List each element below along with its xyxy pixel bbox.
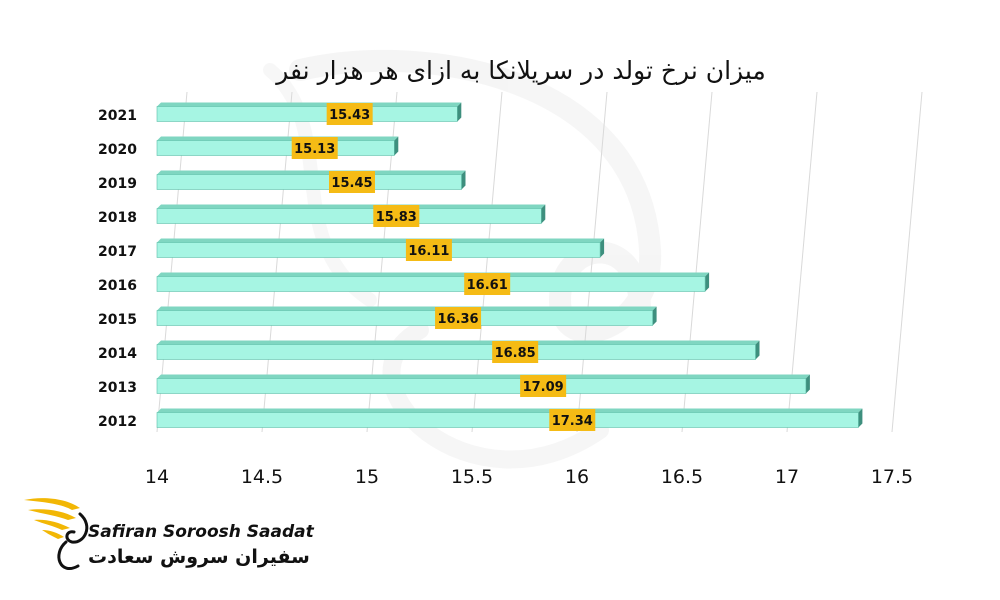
bar-top-face bbox=[157, 238, 605, 243]
bar-side-face bbox=[705, 272, 710, 292]
data-label-box bbox=[464, 273, 511, 295]
bar bbox=[156, 208, 542, 224]
bar-side-face bbox=[394, 136, 399, 156]
data-label: 16.61 bbox=[467, 278, 508, 293]
bar-top-face bbox=[157, 272, 710, 277]
y-axis-label: 2020 bbox=[98, 142, 137, 158]
x-tick-label: 14.5 bbox=[241, 466, 283, 488]
data-label: 16.36 bbox=[437, 312, 478, 327]
y-axis-label: 2015 bbox=[98, 312, 137, 328]
chart-title: میزان نرخ تولد در سریلانکا به ازای هر هز… bbox=[274, 56, 766, 85]
data-label: 17.09 bbox=[523, 380, 564, 395]
bar bbox=[156, 344, 756, 360]
y-axis-label: 2014 bbox=[98, 346, 137, 362]
bar bbox=[156, 412, 859, 428]
brand-logo: Safiran Soroosh Saadat سفیران سروش سعادت bbox=[22, 492, 314, 582]
data-label: 15.13 bbox=[294, 142, 335, 157]
bar-top-face bbox=[157, 374, 810, 379]
bar-side-face bbox=[858, 408, 863, 428]
bars bbox=[156, 102, 863, 428]
data-label-box bbox=[326, 103, 373, 125]
data-label-box bbox=[520, 375, 567, 397]
data-label: 15.43 bbox=[329, 108, 370, 123]
winged-swirl-logo-icon bbox=[24, 498, 89, 570]
data-label-box bbox=[549, 409, 596, 431]
bar bbox=[156, 106, 458, 122]
data-label-box bbox=[492, 341, 539, 363]
bar-top-face bbox=[157, 170, 466, 175]
bar-top-face bbox=[157, 204, 546, 209]
x-tick-label: 15.5 bbox=[451, 466, 493, 488]
data-label-box bbox=[328, 171, 375, 193]
y-axis-labels: 2021 2020 2019 2018 2017 2016 2015 2014 2013 2012 bbox=[98, 108, 137, 430]
gridline bbox=[891, 91, 923, 433]
brand-name-english: Safiran Soroosh Saadat bbox=[88, 522, 314, 542]
y-axis-label: 2017 bbox=[98, 244, 137, 260]
y-axis-label: 2012 bbox=[98, 414, 137, 430]
x-tick-label: 14 bbox=[145, 466, 169, 488]
bar-side-face bbox=[461, 170, 466, 190]
x-tick-label: 17.5 bbox=[871, 466, 913, 488]
bar-top-face bbox=[157, 136, 399, 141]
bar bbox=[156, 276, 706, 292]
data-label-box bbox=[291, 137, 338, 159]
bar-top-face bbox=[157, 408, 863, 413]
data-label-box bbox=[435, 307, 482, 329]
bar-side-face bbox=[652, 306, 657, 326]
data-labels: 15.43 15.13 15.45 15.83 16.11 16.61 16.36 16.85… bbox=[291, 103, 596, 431]
bar-top-face bbox=[157, 102, 462, 107]
x-axis-tick-labels: 14 14.5 15 15.5 16 16.5 17 17.5 bbox=[145, 466, 913, 488]
x-tick-label: 15 bbox=[355, 466, 379, 488]
bar-side-face bbox=[755, 340, 760, 360]
bar bbox=[156, 378, 807, 394]
bar-top-face bbox=[157, 306, 657, 311]
data-label-box bbox=[373, 205, 420, 227]
brand-name-persian: سفیران سروش سعادت bbox=[88, 546, 310, 568]
data-label-box bbox=[405, 239, 452, 261]
y-axis-label: 2013 bbox=[98, 380, 137, 396]
bar bbox=[156, 174, 462, 190]
y-axis-label: 2016 bbox=[98, 278, 137, 294]
bar bbox=[156, 310, 653, 326]
bar-side-face bbox=[457, 102, 462, 122]
x-tick-label: 17 bbox=[775, 466, 799, 488]
bar-side-face bbox=[805, 374, 810, 394]
x-tick-label: 16 bbox=[565, 466, 589, 488]
bar bbox=[156, 242, 601, 258]
data-label: 17.34 bbox=[552, 414, 593, 429]
y-axis-label: 2021 bbox=[98, 108, 137, 124]
bar-top-face bbox=[157, 340, 760, 345]
data-label: 15.83 bbox=[376, 210, 417, 225]
data-label: 16.85 bbox=[495, 346, 536, 361]
data-label: 16.11 bbox=[408, 244, 449, 259]
y-axis-label: 2018 bbox=[98, 210, 137, 226]
bar-side-face bbox=[541, 204, 546, 224]
data-label: 15.45 bbox=[331, 176, 372, 191]
bar-side-face bbox=[600, 238, 605, 258]
x-tick-label: 16.5 bbox=[661, 466, 703, 488]
y-axis-label: 2019 bbox=[98, 176, 137, 192]
bar bbox=[156, 140, 395, 156]
